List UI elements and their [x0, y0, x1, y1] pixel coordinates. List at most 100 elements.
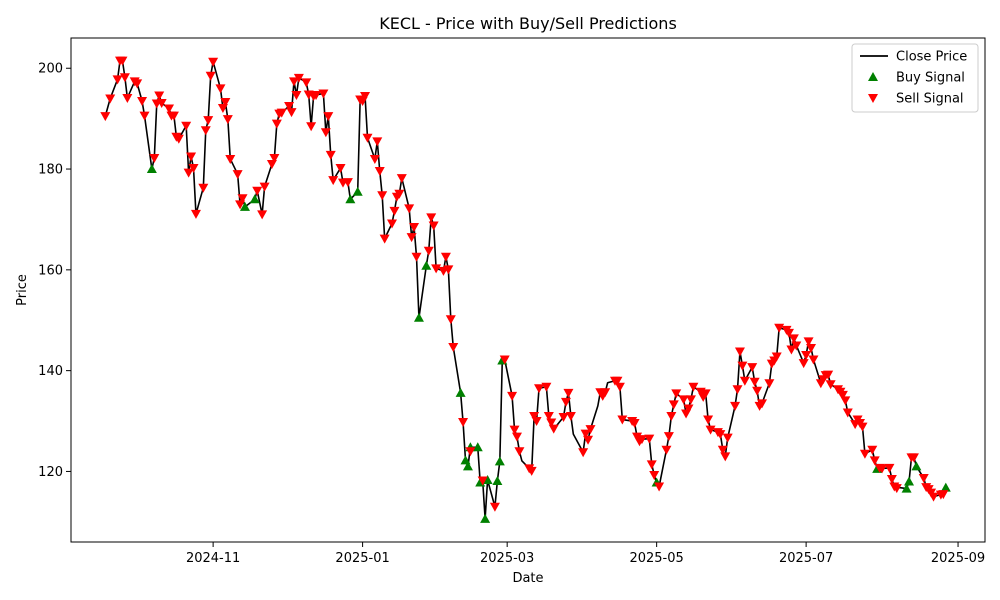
sell-signal-marker [668, 400, 679, 410]
sell-signal-marker [788, 334, 799, 344]
y-axis-label: Price [15, 274, 30, 306]
sell-signal-marker [465, 447, 476, 457]
sell-signal-marker [823, 370, 834, 380]
sell-signal-marker [877, 464, 888, 474]
sell-signal-marker [771, 352, 782, 362]
sell-signal-marker [323, 112, 334, 122]
buy-signal-marker [940, 482, 951, 492]
sell-signal-marker [328, 176, 339, 186]
legend-sell-signal-swatch [868, 94, 878, 103]
sell-signal-marker [293, 73, 304, 83]
sell-signal-marker [318, 89, 329, 99]
plot-frame [70, 37, 986, 543]
sell-signal-marker [685, 395, 696, 405]
sell-signal-marker [908, 453, 919, 463]
sell-signal-marker [220, 98, 231, 108]
sell-signal-marker [666, 412, 677, 421]
buy-signal-marker [345, 194, 356, 204]
sell-signal-marker [563, 388, 574, 398]
sell-signal-marker [548, 424, 559, 434]
sell-signal-marker [132, 79, 143, 89]
sell-signal-marker [732, 385, 743, 395]
sell-signal-marker [580, 429, 591, 439]
buy-signal-marker [480, 513, 491, 523]
sell-signal-marker [100, 112, 111, 122]
sell-signal-marker [291, 90, 302, 100]
sell-signal-marker [164, 104, 175, 114]
x-axis-label: Date [512, 571, 543, 586]
sell-signal-marker [225, 154, 236, 164]
x-tick-label: 2025-05 [629, 551, 683, 566]
sell-signal-marker [379, 234, 390, 244]
sell-signal-marker [186, 152, 197, 162]
sell-signal-marker [558, 413, 569, 423]
sell-signal-marker [803, 337, 814, 347]
sell-signal-marker [440, 252, 451, 262]
sell-signal-marker [825, 380, 836, 390]
sell-signal-marker [257, 210, 268, 220]
sell-signal-marker [747, 363, 758, 373]
y-tick-label: 180 [38, 163, 63, 178]
sell-signal-marker [526, 466, 537, 476]
chart-title: KECL - Price with Buy/Sell Predictions [379, 14, 677, 33]
sell-signal-marker [369, 154, 380, 164]
sell-signal-marker [311, 90, 322, 100]
sell-signal-marker [183, 168, 194, 178]
sell-signal-marker [585, 425, 596, 435]
sell-signal-marker [156, 99, 167, 109]
sell-signal-marker [409, 223, 420, 232]
sell-signal-marker [840, 396, 851, 406]
legend-box [851, 43, 979, 113]
sell-signal-marker [649, 470, 660, 480]
sell-signal-marker [722, 433, 733, 443]
sell-signal-marker [632, 432, 643, 442]
sell-signal-marker [252, 186, 263, 196]
sell-signal-marker [867, 445, 878, 455]
x-tick-label: 2024-11 [186, 551, 240, 566]
sell-signal-marker [215, 84, 226, 94]
sell-signal-marker [749, 377, 760, 387]
sell-signal-marker [499, 355, 510, 365]
sell-signal-marker [938, 490, 949, 500]
x-tick-label: 2025-03 [480, 551, 534, 566]
sell-signal-marker [808, 355, 819, 365]
sell-signal-marker [514, 447, 525, 457]
sell-signal-marker [119, 73, 130, 83]
sell-signal-marker [203, 116, 214, 126]
y-tick-label: 140 [38, 364, 63, 379]
sell-signal-marker [423, 246, 434, 256]
sell-signal-marker [325, 150, 336, 160]
sell-signal-marker [208, 57, 219, 67]
sell-signal-marker [928, 492, 939, 502]
axes: 2024-11 2025-01 2025-03 2025-05 2025-07 2025-… [38, 37, 986, 566]
sell-signal-marker [661, 445, 672, 455]
buy-signal-marker [239, 201, 250, 211]
sell-signal-marker [306, 122, 317, 132]
sell-signal-marker [173, 134, 184, 144]
sell-signal-marker [335, 164, 346, 174]
sell-signal-marker [654, 482, 665, 492]
sell-signal-marker [269, 153, 280, 163]
sell-signal-marker [600, 388, 611, 398]
sell-signal-marker [757, 399, 768, 409]
sell-signal-marker [112, 75, 123, 85]
sell-signal-marker [431, 264, 442, 274]
sell-signal-marker [139, 111, 150, 121]
sell-signal-marker [565, 412, 576, 421]
sell-signal-marker [396, 174, 407, 184]
sell-signal-marker [720, 452, 731, 462]
sell-signal-marker [891, 484, 902, 494]
sell-signal-marker [301, 78, 312, 88]
buy-signal-marker [482, 475, 493, 485]
sell-signal-marker [222, 115, 233, 125]
buy-signal-marker [911, 461, 922, 471]
sell-signal-marker [734, 347, 745, 357]
y-tick-label: 120 [38, 465, 63, 480]
sell-signal-marker [342, 178, 353, 188]
sell-signal-marker [703, 415, 714, 425]
sell-signal-marker [374, 167, 385, 177]
sell-signal-marker [578, 448, 589, 458]
buy-signal-marker [352, 186, 363, 196]
sell-signal-marker [360, 91, 371, 101]
